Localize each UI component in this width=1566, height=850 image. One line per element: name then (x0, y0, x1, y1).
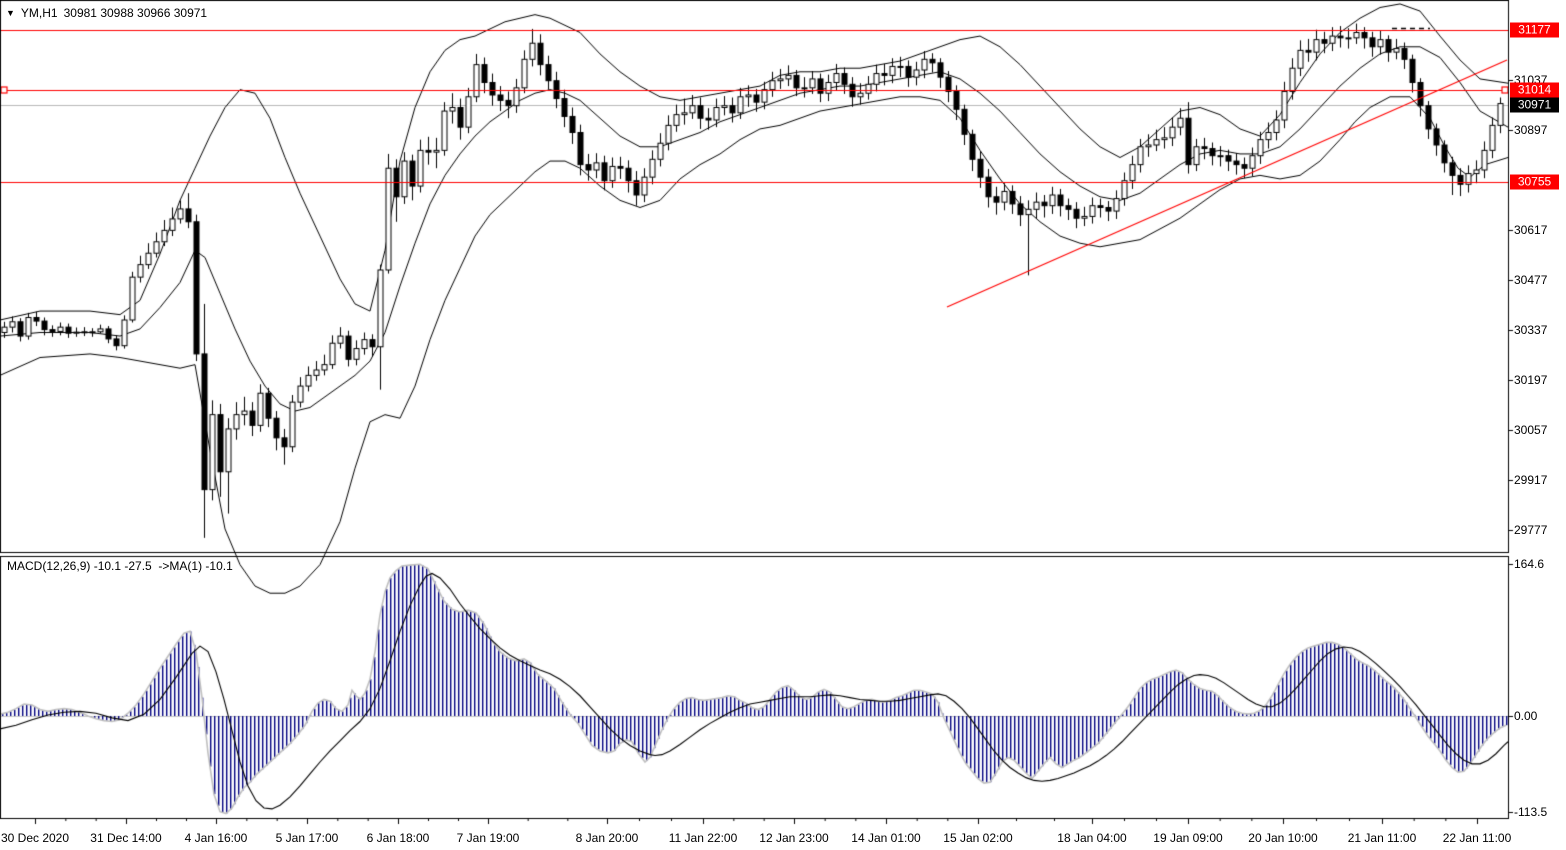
time-tick-label: 8 Jan 20:00 (575, 831, 639, 845)
time-tick-label: 31 Dec 14:00 (90, 831, 162, 845)
time-tick-label: 7 Jan 19:00 (456, 831, 520, 845)
macd-scale-label: 0.00 (1514, 709, 1538, 723)
time-tick-label: 19 Jan 09:00 (1153, 831, 1223, 845)
time-tick-label: 14 Jan 01:00 (851, 831, 921, 845)
price-tick-label: 30337 (1514, 323, 1548, 337)
macd-scale-label: 164.6 (1514, 557, 1545, 571)
price-tick-label: 30477 (1514, 273, 1548, 287)
time-tick-label: 30 Dec 2020 (0, 831, 70, 845)
time-tick-label: 12 Jan 23:00 (759, 831, 829, 845)
time-tick-label: 5 Jan 17:00 (275, 831, 339, 845)
macd-scale-label: -113.5 (1514, 805, 1548, 819)
time-tick-label: 21 Jan 11:00 (1347, 831, 1417, 845)
time-tick-label: 20 Jan 10:00 (1248, 831, 1318, 845)
time-tick-label: 11 Jan 22:00 (668, 831, 738, 845)
chart-title: ▼ YM,H1 30981 30988 30966 30971 (6, 6, 207, 20)
bid-price-badge: 30971 (1510, 97, 1559, 113)
time-tick-label: 15 Jan 02:00 (943, 831, 1013, 845)
time-tick-label: 4 Jan 16:00 (184, 831, 248, 845)
price-tick-label: 29917 (1514, 473, 1548, 487)
macd-indicator-label: MACD(12,26,9) -10.1 -27.5 ->MA(1) -10.1 (7, 559, 233, 573)
time-tick-label: 18 Jan 04:00 (1057, 831, 1127, 845)
price-tick-label: 30057 (1514, 423, 1548, 437)
time-tick-label: 6 Jan 18:00 (366, 831, 430, 845)
price-tick-label: 30617 (1514, 223, 1548, 237)
time-tick-label: 22 Jan 11:00 (1442, 831, 1512, 845)
price-tick-label: 30197 (1514, 373, 1548, 387)
price-tick-label: 30897 (1514, 123, 1548, 137)
price-scale[interactable]: 31037 30897 30617 30477 30337 30197 30057 29917… (1508, 0, 1566, 850)
level-price-badge: 31014 (1510, 82, 1559, 98)
symbol-dropdown-icon[interactable]: ▼ (6, 8, 15, 18)
level-price-badge: 31177 (1510, 22, 1559, 38)
symbol-period-label: YM,H1 (20, 6, 58, 20)
price-tick-label: 29777 (1514, 523, 1548, 537)
level-price-badge: 30755 (1510, 174, 1559, 190)
ohlc-readout: 30981 30988 30966 30971 (63, 6, 208, 20)
